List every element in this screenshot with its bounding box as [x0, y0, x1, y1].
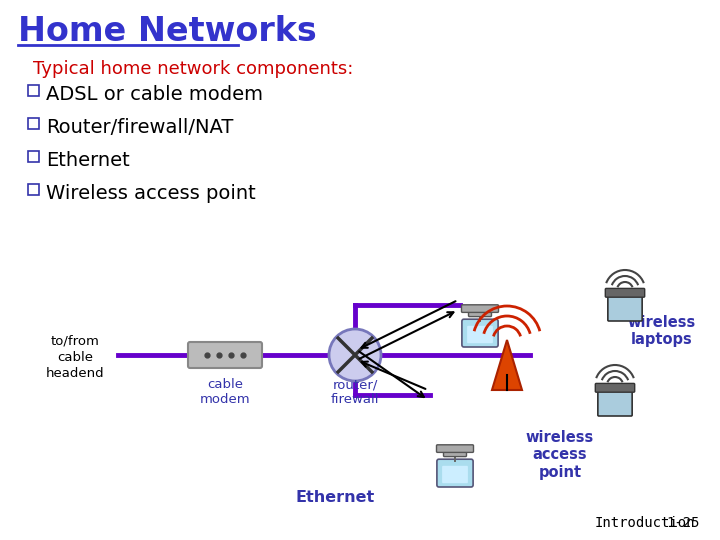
Text: to/from
cable
headend: to/from cable headend	[45, 335, 104, 380]
Text: Ethernet: Ethernet	[295, 490, 374, 505]
FancyBboxPatch shape	[28, 184, 39, 195]
FancyBboxPatch shape	[462, 319, 498, 347]
Text: cable
modem: cable modem	[199, 378, 251, 406]
Text: wireless
laptops: wireless laptops	[628, 315, 696, 347]
FancyBboxPatch shape	[608, 295, 642, 321]
FancyBboxPatch shape	[606, 288, 644, 297]
FancyBboxPatch shape	[469, 311, 492, 316]
FancyBboxPatch shape	[436, 445, 474, 453]
FancyBboxPatch shape	[462, 305, 498, 313]
FancyBboxPatch shape	[28, 118, 39, 129]
Text: router/
firewall: router/ firewall	[330, 378, 379, 406]
FancyBboxPatch shape	[442, 466, 468, 483]
Polygon shape	[492, 340, 522, 390]
FancyBboxPatch shape	[28, 151, 39, 162]
Text: wireless
access
point: wireless access point	[526, 430, 594, 480]
Text: Router/firewall/NAT: Router/firewall/NAT	[46, 118, 233, 137]
FancyBboxPatch shape	[598, 390, 632, 416]
Text: 1-25: 1-25	[667, 516, 700, 530]
Text: Wireless access point: Wireless access point	[46, 184, 256, 203]
FancyBboxPatch shape	[188, 342, 262, 368]
FancyBboxPatch shape	[437, 459, 473, 487]
Circle shape	[329, 329, 381, 381]
Text: ADSL or cable modem: ADSL or cable modem	[46, 85, 263, 104]
FancyBboxPatch shape	[467, 326, 493, 343]
FancyBboxPatch shape	[595, 383, 635, 392]
Text: Introduction: Introduction	[595, 516, 696, 530]
Text: Typical home network components:: Typical home network components:	[33, 60, 354, 78]
FancyBboxPatch shape	[28, 85, 39, 96]
FancyBboxPatch shape	[444, 451, 467, 457]
Text: Home Networks: Home Networks	[18, 15, 317, 48]
Text: Ethernet: Ethernet	[46, 151, 130, 170]
